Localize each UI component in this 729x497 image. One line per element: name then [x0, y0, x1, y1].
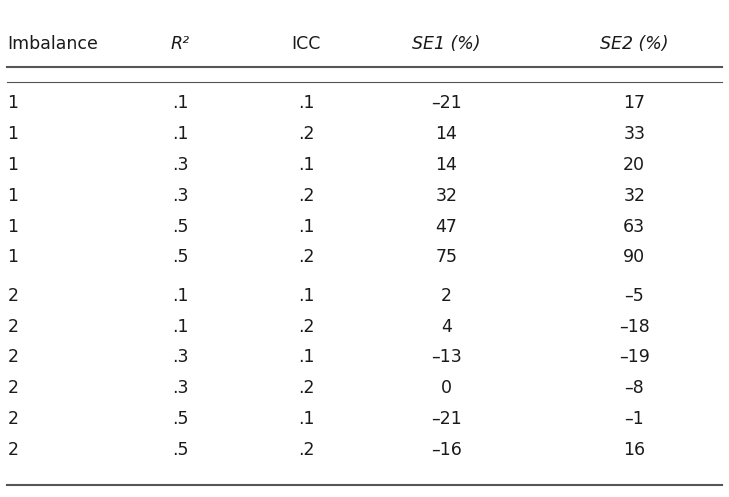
- Text: .1: .1: [298, 156, 314, 174]
- Text: .5: .5: [172, 248, 189, 266]
- Text: .2: .2: [298, 441, 314, 459]
- Text: 63: 63: [623, 218, 645, 236]
- Text: 1: 1: [7, 156, 18, 174]
- Text: 1: 1: [7, 187, 18, 205]
- Text: 2: 2: [7, 379, 18, 397]
- Text: 2: 2: [7, 441, 18, 459]
- Text: .1: .1: [172, 318, 189, 335]
- Text: .1: .1: [172, 94, 189, 112]
- Text: 33: 33: [623, 125, 645, 143]
- Text: 14: 14: [435, 156, 458, 174]
- Text: –1: –1: [624, 410, 644, 428]
- Text: .5: .5: [172, 218, 189, 236]
- Text: SE2 (%): SE2 (%): [600, 35, 668, 53]
- Text: 2: 2: [441, 287, 452, 305]
- Text: .2: .2: [298, 379, 314, 397]
- Text: SE1 (%): SE1 (%): [413, 35, 480, 53]
- Text: 1: 1: [7, 248, 18, 266]
- Text: 2: 2: [7, 287, 18, 305]
- Text: .1: .1: [172, 125, 189, 143]
- Text: .3: .3: [172, 379, 189, 397]
- Text: .2: .2: [298, 318, 314, 335]
- Text: 2: 2: [7, 410, 18, 428]
- Text: .5: .5: [172, 410, 189, 428]
- Text: –8: –8: [624, 379, 644, 397]
- Text: 20: 20: [623, 156, 645, 174]
- Text: .2: .2: [298, 125, 314, 143]
- Text: 2: 2: [7, 348, 18, 366]
- Text: –21: –21: [431, 410, 462, 428]
- Text: .3: .3: [172, 156, 189, 174]
- Text: .1: .1: [298, 287, 314, 305]
- Text: –16: –16: [431, 441, 462, 459]
- Text: .5: .5: [172, 441, 189, 459]
- Text: .3: .3: [172, 187, 189, 205]
- Text: 32: 32: [435, 187, 458, 205]
- Text: .1: .1: [298, 410, 314, 428]
- Text: .1: .1: [298, 94, 314, 112]
- Text: 17: 17: [623, 94, 645, 112]
- Text: 0: 0: [441, 379, 452, 397]
- Text: 47: 47: [435, 218, 458, 236]
- Text: .2: .2: [298, 187, 314, 205]
- Text: –21: –21: [431, 94, 462, 112]
- Text: –18: –18: [619, 318, 650, 335]
- Text: 32: 32: [623, 187, 645, 205]
- Text: R²: R²: [171, 35, 190, 53]
- Text: .2: .2: [298, 248, 314, 266]
- Text: .1: .1: [298, 348, 314, 366]
- Text: –19: –19: [619, 348, 650, 366]
- Text: ICC: ICC: [292, 35, 321, 53]
- Text: 2: 2: [7, 318, 18, 335]
- Text: .1: .1: [172, 287, 189, 305]
- Text: –5: –5: [624, 287, 644, 305]
- Text: 1: 1: [7, 125, 18, 143]
- Text: Imbalance: Imbalance: [7, 35, 98, 53]
- Text: .3: .3: [172, 348, 189, 366]
- Text: 1: 1: [7, 94, 18, 112]
- Text: –13: –13: [431, 348, 462, 366]
- Text: 1: 1: [7, 218, 18, 236]
- Text: 4: 4: [441, 318, 452, 335]
- Text: 75: 75: [435, 248, 458, 266]
- Text: 16: 16: [623, 441, 645, 459]
- Text: 90: 90: [623, 248, 645, 266]
- Text: 14: 14: [435, 125, 458, 143]
- Text: .1: .1: [298, 218, 314, 236]
